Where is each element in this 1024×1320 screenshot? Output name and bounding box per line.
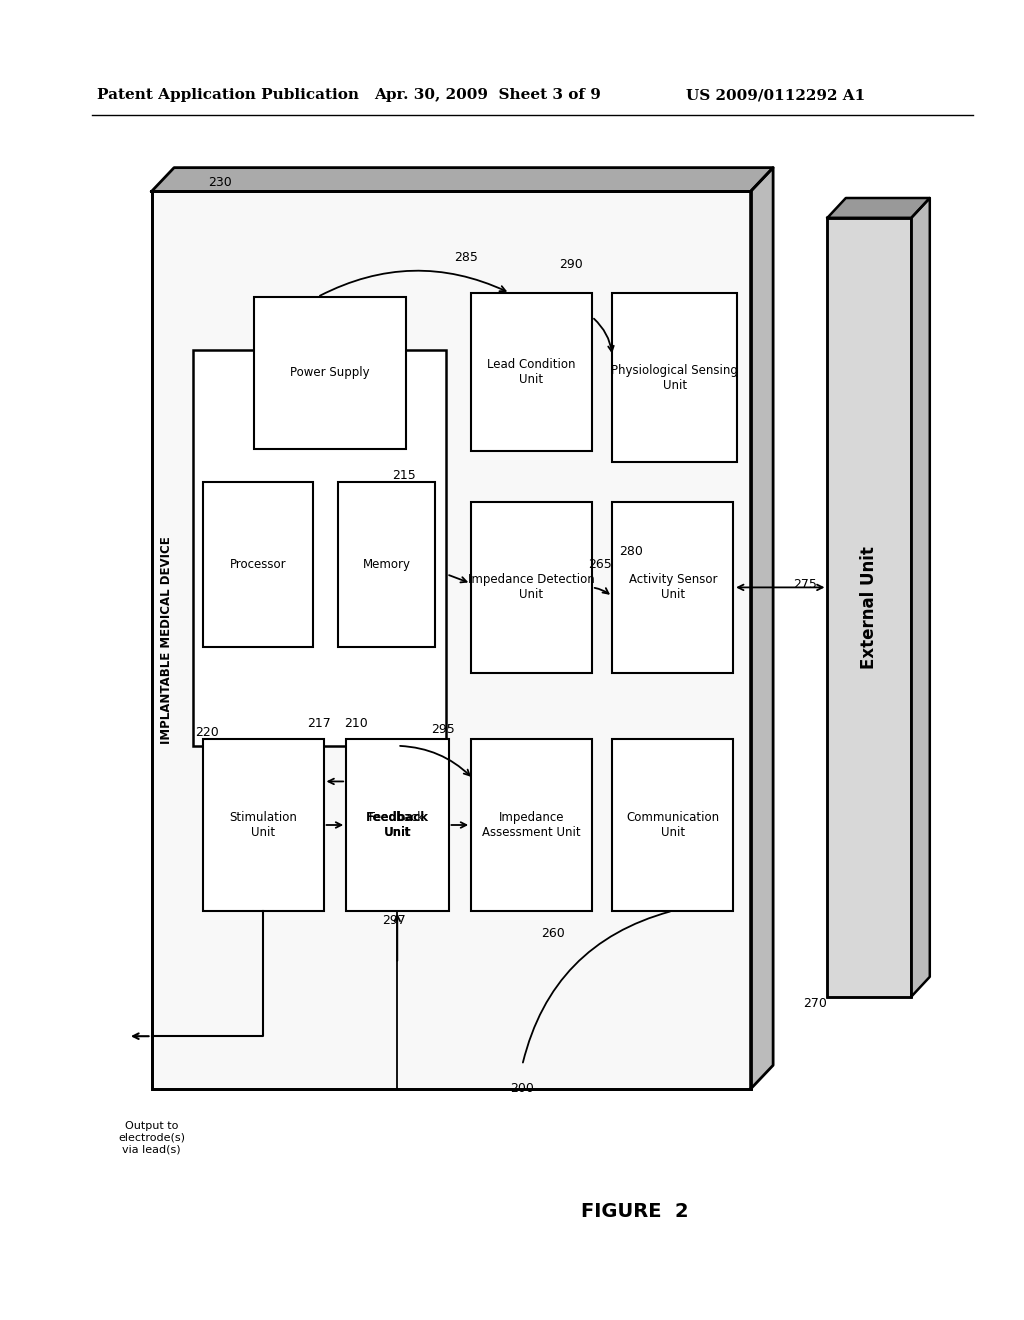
Text: Apr. 30, 2009  Sheet 3 of 9: Apr. 30, 2009 Sheet 3 of 9	[374, 88, 601, 102]
Bar	[346, 739, 449, 911]
Bar	[338, 482, 435, 647]
Text: 290: 290	[559, 257, 584, 271]
Text: 297: 297	[382, 913, 407, 927]
Text: 275: 275	[793, 578, 817, 591]
Text: Impedance Detection
Unit: Impedance Detection Unit	[468, 573, 595, 602]
Text: 285: 285	[454, 251, 478, 264]
Text: 200: 200	[510, 1082, 535, 1096]
Bar	[612, 293, 737, 462]
Bar	[203, 739, 324, 911]
Text: 280: 280	[618, 545, 643, 558]
Bar	[193, 350, 446, 746]
Text: Patent Application Publication: Patent Application Publication	[97, 88, 359, 102]
Text: Activity Sensor
Unit: Activity Sensor Unit	[629, 573, 717, 602]
Text: Communication
Unit: Communication Unit	[627, 810, 719, 840]
Polygon shape	[827, 198, 930, 218]
Text: Feedback
Unit: Feedback Unit	[370, 810, 425, 840]
Polygon shape	[911, 198, 930, 997]
Text: US 2009/0112292 A1: US 2009/0112292 A1	[686, 88, 865, 102]
Text: Stimulation
Unit: Stimulation Unit	[229, 810, 297, 840]
Text: Power Supply: Power Supply	[290, 367, 370, 379]
Bar	[827, 218, 911, 997]
Text: 210: 210	[344, 717, 369, 730]
Bar	[612, 739, 733, 911]
Text: Impedance
Assessment Unit: Impedance Assessment Unit	[482, 810, 581, 840]
Text: FIGURE  2: FIGURE 2	[581, 1203, 689, 1221]
Bar	[471, 502, 592, 673]
Text: 230: 230	[208, 176, 232, 189]
Text: Physiological Sensing
Unit: Physiological Sensing Unit	[611, 363, 738, 392]
Text: 265: 265	[588, 558, 612, 572]
Text: CONTROLLER: CONTROLLER	[275, 379, 364, 392]
Bar	[152, 191, 751, 1089]
Bar	[471, 739, 592, 911]
Text: 220: 220	[195, 726, 219, 739]
Text: IMPLANTABLE MEDICAL DEVICE: IMPLANTABLE MEDICAL DEVICE	[161, 536, 173, 744]
Polygon shape	[152, 168, 773, 191]
Text: 217: 217	[307, 717, 332, 730]
Bar	[827, 218, 911, 997]
Bar	[203, 482, 313, 647]
Text: 260: 260	[541, 927, 565, 940]
Bar	[471, 293, 592, 451]
Text: Processor: Processor	[229, 558, 287, 570]
Text: External Unit: External Unit	[860, 545, 879, 669]
Bar	[254, 297, 406, 449]
Text: Output to
electrode(s)
via lead(s): Output to electrode(s) via lead(s)	[118, 1121, 185, 1155]
Text: Lead Condition
Unit: Lead Condition Unit	[487, 358, 575, 387]
Text: 295: 295	[431, 723, 456, 737]
Bar	[152, 191, 751, 1089]
Text: Feedback
Unit: Feedback Unit	[366, 810, 429, 840]
Bar	[612, 502, 733, 673]
Text: 270: 270	[803, 997, 827, 1010]
Text: 215: 215	[392, 469, 417, 482]
Text: Memory: Memory	[362, 558, 411, 570]
Polygon shape	[751, 168, 773, 1089]
